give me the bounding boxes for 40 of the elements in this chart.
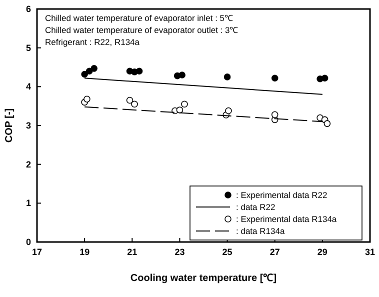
point	[321, 74, 328, 82]
x-tick-label: 25	[222, 247, 232, 257]
y-tick-label: 2	[26, 159, 31, 170]
y-tick-label: 6	[26, 4, 31, 14]
point	[181, 100, 188, 108]
x-tick-label: 17	[32, 247, 42, 257]
point	[136, 68, 143, 75]
point	[90, 65, 98, 72]
y-axis-title: COP [-]	[4, 108, 15, 143]
point	[81, 70, 88, 78]
y-tick-label: 4	[26, 82, 31, 92]
x-tick-label: 27	[270, 247, 280, 257]
point	[271, 111, 278, 118]
x-tick-label: 31	[364, 247, 376, 257]
legend-label: : Experimental data R134a	[236, 214, 337, 224]
legend-label: : data R22	[236, 202, 276, 212]
y-tick-label: 1	[26, 198, 31, 208]
annotation: Chilled water temperature of evaporator inlet : 5℃	[45, 13, 234, 23]
point	[224, 74, 231, 80]
x-tick-label: 21	[127, 247, 138, 257]
point	[131, 100, 138, 108]
point	[176, 106, 184, 114]
x-tick-label: 23	[174, 247, 185, 257]
point	[225, 107, 232, 114]
annotation: Chilled water temperature of evaporator outlet : 3℃	[45, 25, 239, 35]
point	[271, 74, 278, 82]
y-tick-label: 0	[26, 237, 31, 247]
point	[84, 96, 90, 102]
point	[178, 72, 186, 78]
x-tick-label: 19	[80, 247, 90, 257]
point	[126, 96, 134, 104]
x-axis-title: Cooling water temperature [℃]	[130, 273, 277, 284]
x-tick-label: 29	[317, 247, 328, 257]
point	[324, 120, 331, 127]
point	[86, 68, 93, 75]
y-tick-label: 3	[26, 120, 31, 130]
y-tick-label: 5	[26, 42, 31, 53]
legend-label: : data R134a	[236, 226, 285, 236]
legend-label: : Experimental data R22	[236, 190, 328, 200]
annotation: Refrigerant : R22, R134a	[45, 37, 140, 47]
